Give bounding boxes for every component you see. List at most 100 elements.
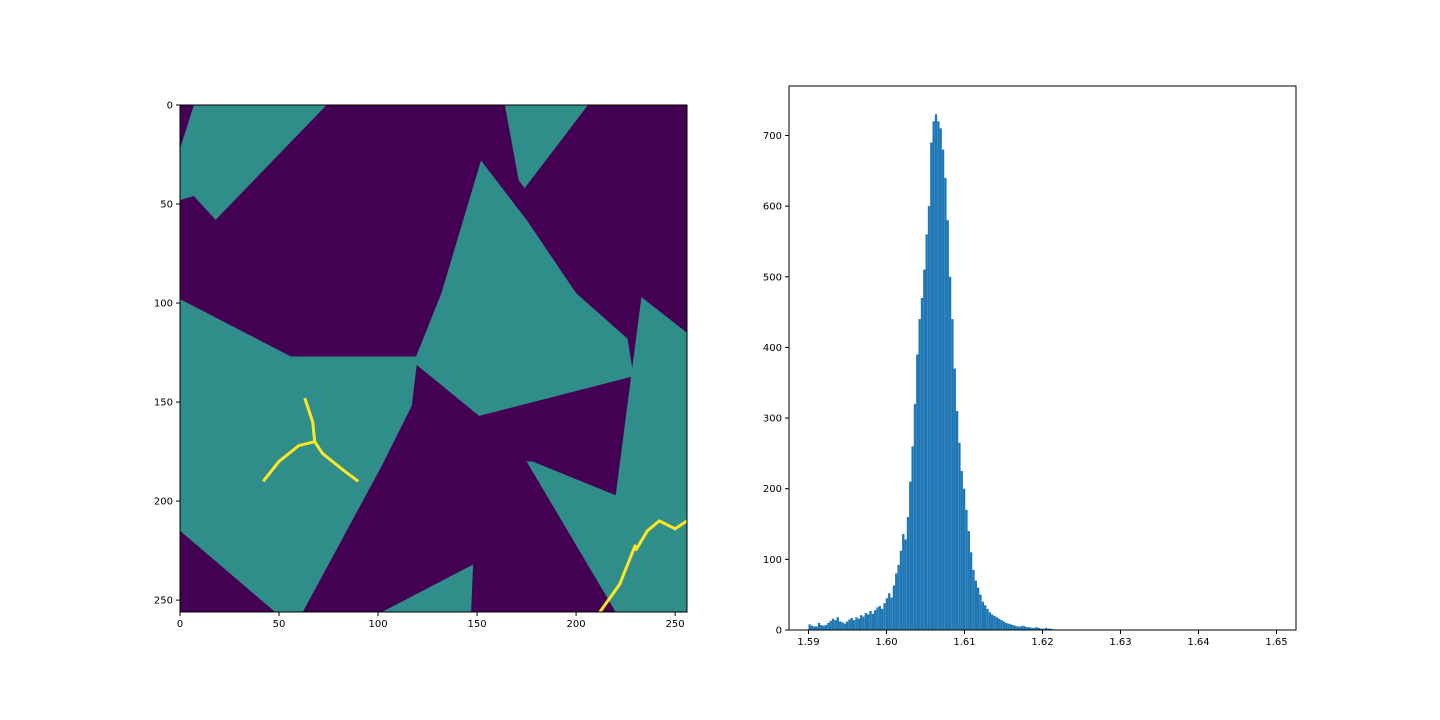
histogram-bar — [899, 550, 903, 630]
histogram-bar — [988, 612, 992, 630]
histogram-bar — [960, 471, 963, 630]
histogram-frame — [788, 85, 1297, 631]
histogram-bar — [939, 128, 942, 630]
histogram-bar — [817, 622, 821, 630]
histogram-bar — [881, 608, 884, 630]
histogram-bar — [876, 607, 879, 630]
histogram-bar — [895, 573, 898, 630]
image-y-axis: 0 50 100 150 200 250 — [154, 101, 180, 607]
histogram-bar — [822, 625, 825, 630]
histogram-bar — [878, 605, 882, 630]
histogram-bar — [920, 297, 924, 630]
histogram-bars — [808, 114, 1055, 631]
histogram-bar — [829, 620, 832, 630]
histogram-bar — [953, 368, 956, 630]
histogram-x-tick-label: 1.64 — [1187, 637, 1209, 648]
histogram-bar — [892, 585, 896, 630]
image-x-tick-label: 200 — [567, 619, 586, 630]
boundary-line-2 — [598, 544, 637, 612]
image-x-axis: 0 50 100 150 200 250 — [177, 612, 685, 630]
histogram-y-tick-label: 300 — [763, 414, 782, 425]
histogram-bar — [906, 516, 910, 630]
histogram-bar — [958, 442, 961, 630]
histogram-bar — [810, 625, 814, 630]
histogram-bar — [951, 319, 954, 630]
boundary-line-0 — [303, 397, 360, 483]
histogram-bar — [1030, 627, 1034, 630]
histogram-bar — [976, 587, 980, 630]
histogram-bar — [874, 610, 877, 630]
histogram-y-tick-label: 500 — [763, 272, 782, 283]
image-x-tick-label: 0 — [177, 619, 183, 630]
grain-region-5 — [382, 564, 474, 612]
image-y-tick-label: 150 — [154, 398, 173, 409]
histogram-bar — [824, 625, 828, 630]
histogram-bar — [1047, 628, 1050, 630]
histogram-bar — [869, 610, 872, 630]
image-panel: 0 50 100 150 200 250 0 50 100 150 200 250 — [154, 101, 688, 630]
histogram-bar — [1016, 626, 1020, 630]
histogram-bar — [1014, 625, 1017, 630]
histogram-bar — [813, 626, 816, 630]
histogram-bar — [974, 580, 977, 630]
histogram-x-tick-label: 1.62 — [1031, 637, 1053, 648]
image-x-tick-label: 100 — [369, 619, 388, 630]
grain-region-2 — [413, 160, 634, 416]
histogram-bar — [859, 615, 863, 630]
histogram-bar — [934, 114, 938, 630]
histogram-bar — [923, 269, 926, 630]
histogram-bar — [1021, 625, 1024, 630]
histogram-y-tick-label: 600 — [763, 202, 782, 213]
histogram-bar — [836, 617, 839, 630]
histogram-bar — [937, 121, 940, 630]
histogram-bar — [867, 614, 870, 630]
histogram-bar — [883, 603, 886, 630]
histogram-bar — [834, 620, 837, 630]
histogram-y-tick-label: 700 — [763, 131, 782, 142]
image-x-tick-label: 150 — [468, 619, 487, 630]
boundary-line-1 — [262, 440, 316, 483]
histogram-bar — [991, 614, 994, 630]
histogram-bar — [932, 121, 935, 630]
image-frame — [179, 104, 688, 613]
histogram-y-tick-label: 100 — [763, 555, 782, 566]
histogram-bar — [897, 565, 900, 630]
histogram-bar — [998, 618, 1001, 630]
histogram-bar — [979, 594, 982, 630]
histogram-y-tick-label: 0 — [776, 626, 782, 637]
grain-boundaries — [262, 397, 687, 612]
histogram-bar — [948, 276, 952, 630]
histogram-bar — [890, 597, 893, 630]
histogram-bar — [857, 618, 860, 630]
histogram-bar — [1019, 626, 1022, 630]
histogram-bar — [843, 623, 846, 630]
histogram-bar — [1049, 628, 1052, 630]
histogram-bar — [909, 481, 912, 630]
histogram-bar — [984, 605, 987, 630]
image-y-tick-label: 0 — [167, 101, 173, 112]
grain-region-3 — [180, 299, 418, 612]
histogram-bar — [944, 177, 947, 630]
histogram-bar — [981, 601, 984, 630]
histogram-bar — [904, 539, 907, 630]
grain-region-0 — [180, 105, 327, 220]
histogram-bar — [855, 617, 858, 630]
histogram-bar — [852, 620, 856, 630]
histogram-bar — [831, 618, 835, 630]
histogram-y-axis: 0 100 200 300 400 500 600 700 — [763, 131, 789, 637]
histogram-bar — [888, 593, 891, 630]
histogram-bar — [902, 533, 905, 630]
image-x-tick-label: 250 — [666, 619, 685, 630]
histogram-bar — [845, 621, 849, 630]
histogram-bar — [995, 617, 999, 630]
image-y-tick-label: 200 — [154, 497, 173, 508]
histogram-bar — [864, 613, 867, 630]
histogram-bar — [955, 410, 959, 630]
histogram-bar — [1000, 620, 1003, 630]
histogram-bar — [993, 615, 996, 630]
histogram-bar — [967, 531, 970, 630]
histogram-bar — [965, 509, 968, 630]
histogram-bar — [930, 142, 933, 630]
histogram-bar — [1040, 628, 1043, 630]
